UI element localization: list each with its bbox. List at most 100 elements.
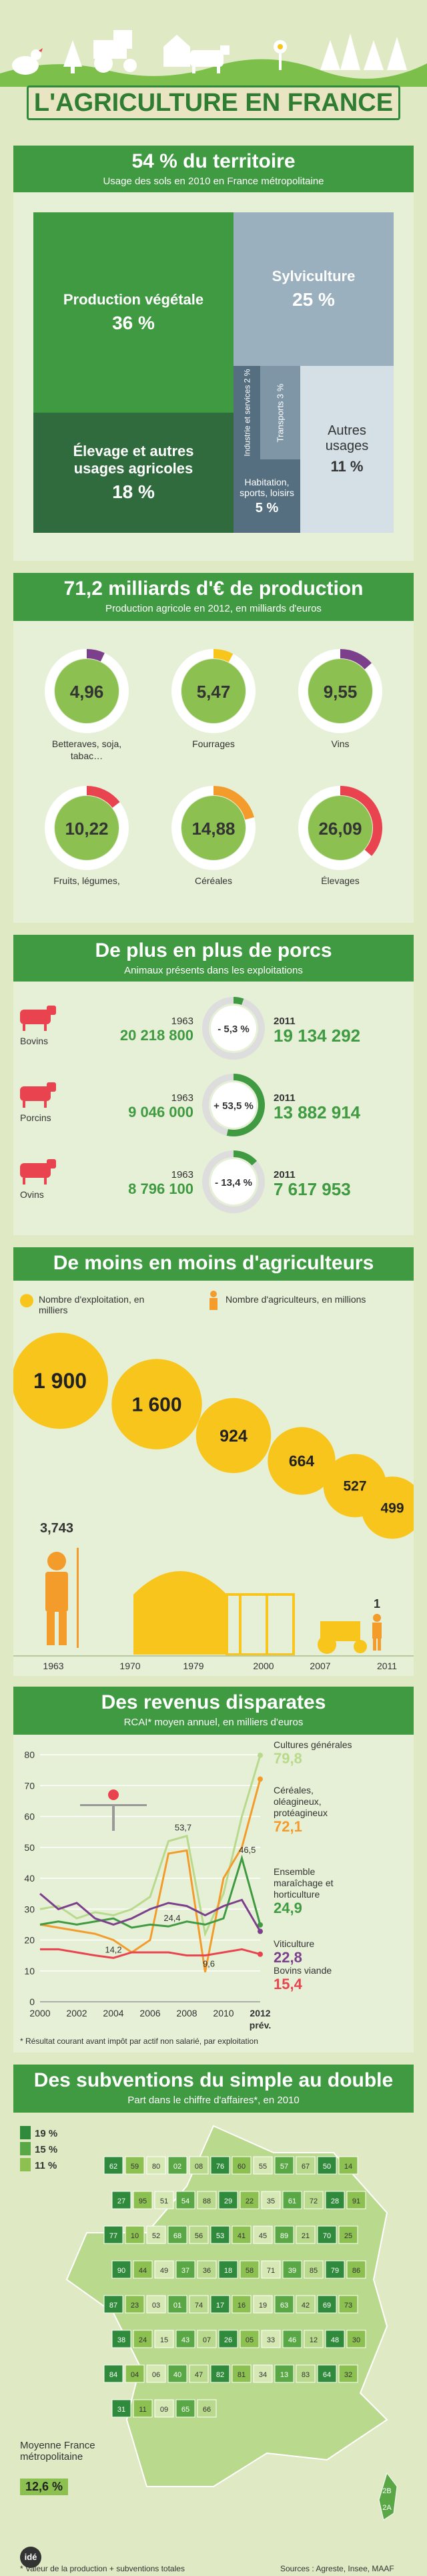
production-header: 71,2 milliards d'€ de production Product… [13, 573, 414, 621]
department-tile [253, 2364, 273, 2383]
legend-swatch [20, 2126, 31, 2139]
block-label: Habitation, sports, loisirs [240, 476, 294, 498]
department-label: 57 [280, 2163, 288, 2171]
legend-swatch [20, 2158, 31, 2171]
department-tile [274, 2225, 294, 2244]
department-tile [282, 2260, 302, 2279]
block-value: 3 % [275, 383, 286, 399]
data-label: 14,2 [105, 1944, 121, 1954]
department-label: 27 [117, 2197, 125, 2205]
department-label: 47 [195, 2371, 203, 2379]
department-label: 31 [117, 2406, 125, 2414]
year-label: 2011 [377, 1661, 397, 1671]
donut-segment [340, 649, 372, 670]
department-label: 29 [224, 2197, 232, 2205]
donut-center [181, 659, 246, 723]
animal-body [20, 1010, 51, 1024]
cow-icon [190, 45, 230, 73]
department-label: 89 [280, 2232, 288, 2240]
animal-icon-ovins [20, 1159, 56, 1185]
sources: Sources : Agreste, Insee, MAAF [280, 2564, 394, 2573]
department-tile [167, 2364, 187, 2383]
department-label: 15 [160, 2336, 168, 2344]
series-name-line: Céréales, [274, 1785, 314, 1795]
x-tick-label: 2000 [29, 2008, 50, 2018]
legend-label: 15 % [35, 2144, 57, 2155]
donut-label: Betteraves, soja, tabac… [52, 738, 121, 761]
department-tile [317, 2156, 337, 2175]
year-2011: 2011 [274, 1169, 296, 1180]
revenus-header: Des revenus disparates RCAI* moyen annue… [13, 1687, 414, 1735]
department-label: 36 [203, 2267, 211, 2275]
department-tile [325, 2330, 345, 2348]
department-tile [175, 2191, 195, 2209]
department-label: 86 [352, 2267, 360, 2275]
subsidies-panel: 62 59 80 02 08 76 60 55 57 67 50 14 27 95 51 54 88 29 22 35… [13, 2113, 414, 2576]
department-tile [338, 2295, 358, 2314]
series-line [39, 1755, 262, 1938]
department-label: 51 [160, 2197, 168, 2205]
header-illustration: L'AGRICULTURE EN FRANCE [0, 0, 427, 127]
department-tile [125, 2225, 145, 2244]
donut-value: 26,09 [318, 819, 362, 839]
department-label: 69 [323, 2302, 331, 2310]
animal-head [47, 1082, 56, 1092]
department-label: 44 [139, 2267, 147, 2275]
donut-label-line: Fruits, légumes, [53, 875, 120, 886]
year-label: 1970 [119, 1661, 140, 1671]
y-tick-label: 50 [24, 1842, 35, 1853]
department-label: 2A [382, 2504, 392, 2512]
department-tile [189, 2295, 209, 2314]
department-label: 40 [173, 2371, 181, 2379]
department-tile [146, 2225, 166, 2244]
ring-segment [233, 997, 244, 1006]
year-label: 1963 [43, 1661, 63, 1671]
series-point [258, 1776, 263, 1782]
data-label: 53,7 [175, 1823, 191, 1833]
farmer-small-icon [372, 1614, 382, 1651]
department-tile [253, 2156, 273, 2175]
department-label: 16 [238, 2302, 246, 2310]
territory-panel: Production végétale 36 % Sylviculture 25… [13, 192, 414, 561]
porcs-panel: Bovins 1963 20 218 800- 5,3 % 2011 19 134 29… [13, 982, 414, 1235]
donut-label: Fruits, légumes, [53, 875, 120, 886]
production-panel: 4,96 Betteraves, soja, tabac… 5,47 Fourrages… [13, 621, 414, 923]
department-label: 37 [181, 2267, 189, 2275]
department-tile [296, 2364, 316, 2383]
department-label: 10 [131, 2232, 139, 2240]
ring-center [211, 1082, 256, 1128]
animal-leg [23, 1178, 25, 1185]
department-tile [167, 2156, 187, 2175]
animal-name: Ovins [20, 1189, 44, 1200]
subsidies-header: Des subventions du simple au double Part… [13, 2065, 414, 2113]
animal-leg [23, 1101, 25, 1108]
flower-icon [274, 40, 287, 70]
department-label: 56 [195, 2232, 203, 2240]
revenus-panel: 0 10 20 30 40 50 60 70 80 2000 2002 2004 2006 2008 201… [13, 1735, 414, 2053]
apple-shape [108, 1789, 119, 1800]
department-tile [346, 2330, 366, 2348]
department-tile [304, 2260, 324, 2279]
donut-value: 5,47 [197, 682, 231, 702]
series-end-value: 22,8 [274, 1949, 302, 1966]
y-tick-label: 40 [24, 1873, 35, 1884]
value-1963: 20 218 800 [120, 1027, 193, 1044]
department-tile [282, 2330, 302, 2348]
territory-title: 54 % du territoire [131, 150, 296, 172]
department-tile [197, 2399, 217, 2418]
department-tile [346, 2260, 366, 2279]
y-tick-label: 10 [24, 1966, 35, 1976]
series-name: Bovins viande [274, 1965, 332, 1976]
department-tile [175, 2399, 195, 2418]
publisher-logo: idé [20, 2547, 41, 2568]
department-label: 2B [382, 2487, 391, 2495]
block-label: Sylviculture [272, 268, 356, 284]
department-tile [103, 2295, 123, 2314]
department-tile [175, 2260, 195, 2279]
treemap-habitation: Habitation, sports, loisirs 5 % [234, 459, 300, 533]
department-tile [317, 2295, 337, 2314]
exploitation-value: 924 [220, 1427, 248, 1446]
agriculteurs-1963: 3,743 [40, 1521, 74, 1536]
series-name-line: oléagineux, [274, 1796, 322, 1807]
legend-farmer-icon [209, 1291, 218, 1310]
